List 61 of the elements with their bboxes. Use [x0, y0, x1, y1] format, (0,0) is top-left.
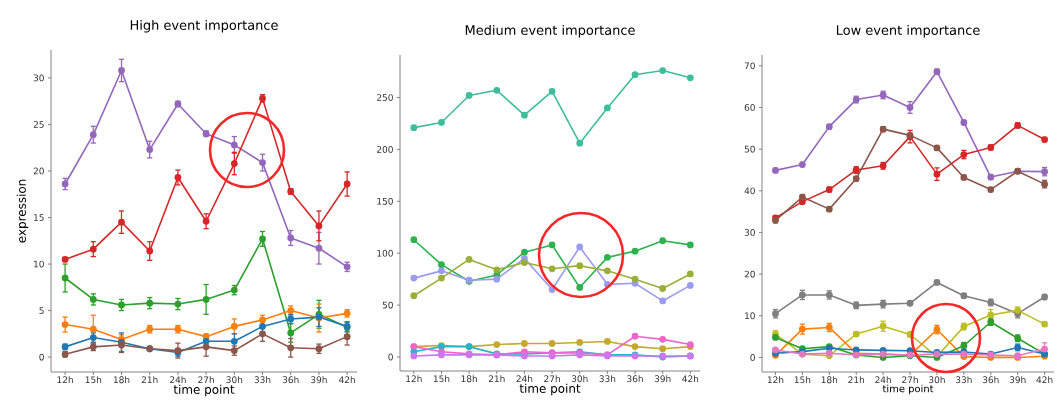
x-tick-label: 36h: [627, 375, 643, 383]
chart-title: High event importance: [130, 19, 278, 33]
y-tick-label: 0: [388, 353, 393, 361]
x-tick-label: 18h: [461, 375, 477, 383]
x-tick-label: 12h: [767, 376, 784, 384]
y-axis-title: expression: [16, 179, 29, 243]
x-tick-label: 18h: [821, 376, 838, 384]
y-tick-label: 70: [744, 62, 755, 70]
x-tick-label: 24h: [170, 376, 186, 384]
x-tick-label: 39h: [1009, 376, 1026, 384]
x-tick-label: 21h: [848, 376, 864, 384]
x-tick-label: 21h: [141, 376, 158, 384]
chart-title: Medium event importance: [465, 24, 635, 38]
y-tick-label: 25: [33, 121, 44, 128]
x-tick-label: 27h: [902, 376, 918, 384]
x-tick-label: 30h: [226, 376, 243, 384]
x-tick-label: 30h: [929, 376, 945, 384]
y-tick-label: 0: [750, 354, 755, 361]
y-tick-label: 200: [377, 146, 393, 153]
x-axis-title: time point: [173, 384, 235, 397]
y-tick-label: 10: [745, 312, 755, 320]
y-tick-label: 60: [744, 104, 755, 111]
x-tick-label: 24h: [875, 376, 891, 384]
x-tick-label: 27h: [544, 375, 560, 383]
y-tick-label: 5: [39, 307, 44, 314]
y-tick-label: 20: [744, 270, 755, 278]
x-tick-label: 15h: [433, 375, 450, 383]
x-tick-label: 15h: [794, 376, 811, 384]
x-tick-label: 42h: [339, 376, 355, 384]
x-tick-label: 39h: [311, 376, 327, 384]
y-tick-label: 150: [377, 197, 393, 205]
x-tick-label: 42h: [682, 375, 699, 383]
chart-title: Low event importance: [836, 24, 980, 38]
x-tick-label: 18h: [113, 376, 130, 384]
x-axis-title: time point: [882, 384, 934, 395]
y-tick-label: 30: [33, 74, 44, 82]
y-tick-label: 10: [34, 260, 44, 268]
x-tick-label: 12h: [406, 375, 422, 383]
y-tick-label: 15: [34, 214, 44, 221]
y-tick-label: 50: [382, 301, 393, 309]
x-tick-label: 36h: [982, 376, 999, 384]
x-tick-label: 33h: [599, 375, 616, 383]
x-tick-label: 36h: [282, 376, 299, 384]
x-tick-label: 42h: [1036, 376, 1053, 384]
y-tick-label: 0: [39, 353, 44, 361]
x-tick-label: 30h: [571, 375, 588, 383]
x-tick-label: 12h: [57, 376, 73, 384]
y-tick-label: 20: [33, 167, 44, 175]
x-axis-title: time point: [519, 383, 581, 396]
x-tick-label: 24h: [516, 375, 533, 383]
y-tick-label: 250: [377, 94, 393, 101]
x-tick-label: 21h: [488, 375, 505, 383]
y-tick-label: 50: [744, 145, 755, 153]
y-tick-label: 40: [744, 187, 755, 195]
x-tick-label: 33h: [956, 376, 972, 384]
x-tick-label: 27h: [198, 376, 214, 384]
x-tick-label: 33h: [254, 376, 271, 384]
x-tick-label: 39h: [654, 375, 671, 383]
y-tick-label: 30: [744, 229, 755, 236]
y-tick-label: 100: [377, 249, 393, 257]
x-tick-label: 15h: [85, 376, 102, 384]
